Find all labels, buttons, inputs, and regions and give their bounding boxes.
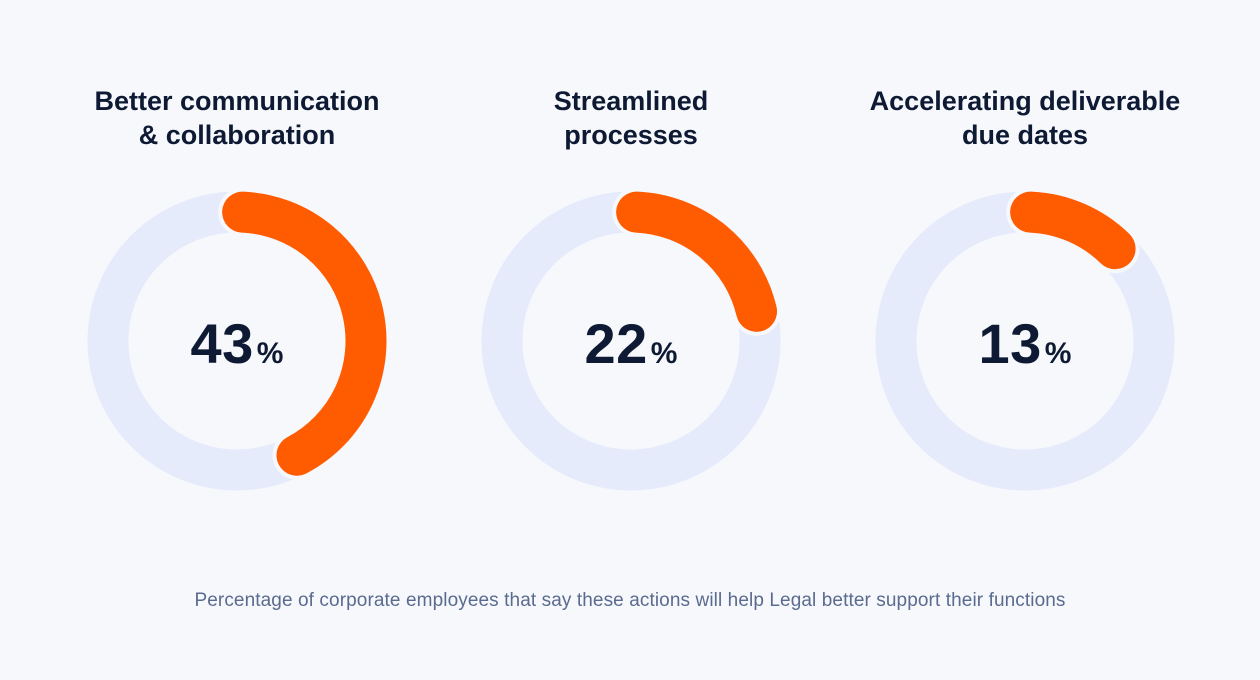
donut-value-arc [1010,191,1136,270]
value-unit: % [256,337,284,370]
value-unit: % [650,337,678,370]
chart-panel-communication: Better communication & collaboration 43% [57,0,417,540]
chart-title-line-2: due dates [961,120,1089,150]
donut-chart [87,187,391,491]
value-unit: % [1044,337,1072,370]
chart-panel-streamlined: Streamlined processes 22% [451,0,811,540]
donut-chart [481,187,782,491]
chart-title-line-2: & collaboration [138,120,336,150]
value-label: 13% [845,306,1205,382]
chart-title: Better communication & collaboration [57,84,417,152]
chart-title-line-1: Better communication [94,86,380,116]
value-number: 22 [584,312,648,375]
chart-caption: Percentage of corporate employees that s… [194,590,1066,611]
donut-chart [875,187,1175,491]
value-label: 22% [451,306,811,382]
chart-title-line-1: Accelerating deliverable [869,86,1181,116]
value-label: 43% [57,306,417,382]
value-number: 13 [978,312,1042,375]
chart-title-line-1: Streamlined [553,86,709,116]
chart-title: Accelerating deliverable due dates [845,84,1205,152]
chart-title-line-2: processes [564,120,698,150]
value-number: 43 [190,312,254,375]
chart-title: Streamlined processes [451,84,811,152]
donut-value-arc [616,191,778,332]
donut-value-arc [222,191,387,476]
chart-panel-due-dates: Accelerating deliverable due dates 13% [845,0,1205,540]
